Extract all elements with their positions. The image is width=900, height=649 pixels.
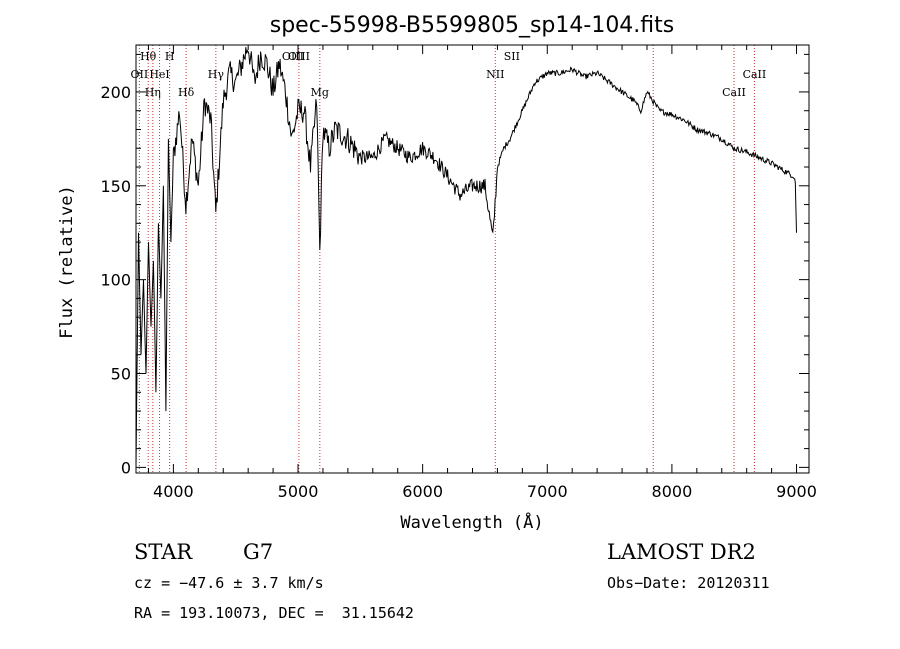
y-tick-label: 100: [100, 271, 131, 290]
spectral-line-label: Hγ: [208, 68, 225, 81]
survey-name: LAMOST DR2: [607, 540, 756, 564]
x-tick-label: 4000: [153, 482, 194, 501]
coordinates: RA = 193.10073, DEC = 31.15642: [134, 604, 414, 622]
spectral-line-label: NII: [486, 68, 504, 81]
x-tick-label: 5000: [278, 482, 319, 501]
spectral-line-label: CaII: [722, 86, 746, 99]
spectral-line-label: Hθ: [140, 50, 157, 63]
spectral-line-label: SII: [504, 50, 520, 63]
x-tick-label: 6000: [402, 482, 443, 501]
x-tick-label: 8000: [652, 482, 693, 501]
y-tick-label: 200: [100, 83, 131, 102]
spectrum-line: [135, 47, 797, 468]
object-subclass: G7: [243, 540, 274, 564]
y-tick-label: 50: [111, 365, 131, 384]
spectral-line-label: Hη: [145, 86, 161, 99]
spectral-line-label: H: [165, 50, 175, 63]
x-tick-label: 9000: [776, 482, 817, 501]
spectral-line-label: OII: [131, 68, 149, 81]
spectral-line-label: Mg: [311, 86, 329, 99]
redshift-cz: cz = −47.6 ± 3.7 km/s: [134, 574, 324, 592]
y-axis-label: Flux (relative): [57, 185, 77, 339]
chart-title: spec-55998-B5599805_sp14-104.fits: [270, 13, 675, 38]
spectral-line-markers: [138, 45, 755, 473]
spectral-line-label: Hδ: [178, 86, 195, 99]
spectral-line-label: HeI: [149, 68, 169, 81]
spectral-line-label: CaII: [743, 68, 767, 81]
observation-date: Obs−Date: 20120311: [607, 574, 770, 592]
plot-frame: [135, 44, 810, 474]
y-tick-label: 150: [100, 177, 131, 196]
y-tick-label: 0: [121, 458, 131, 477]
spectral-line-label: OIII: [288, 50, 310, 63]
object-type: STAR: [134, 540, 193, 564]
x-axis-label: Wavelength (Å): [400, 511, 543, 533]
x-tick-label: 7000: [527, 482, 568, 501]
axis-ticks: 4000 5000 6000 7000 8000 9000 0 50 100 150 200: [100, 45, 817, 501]
